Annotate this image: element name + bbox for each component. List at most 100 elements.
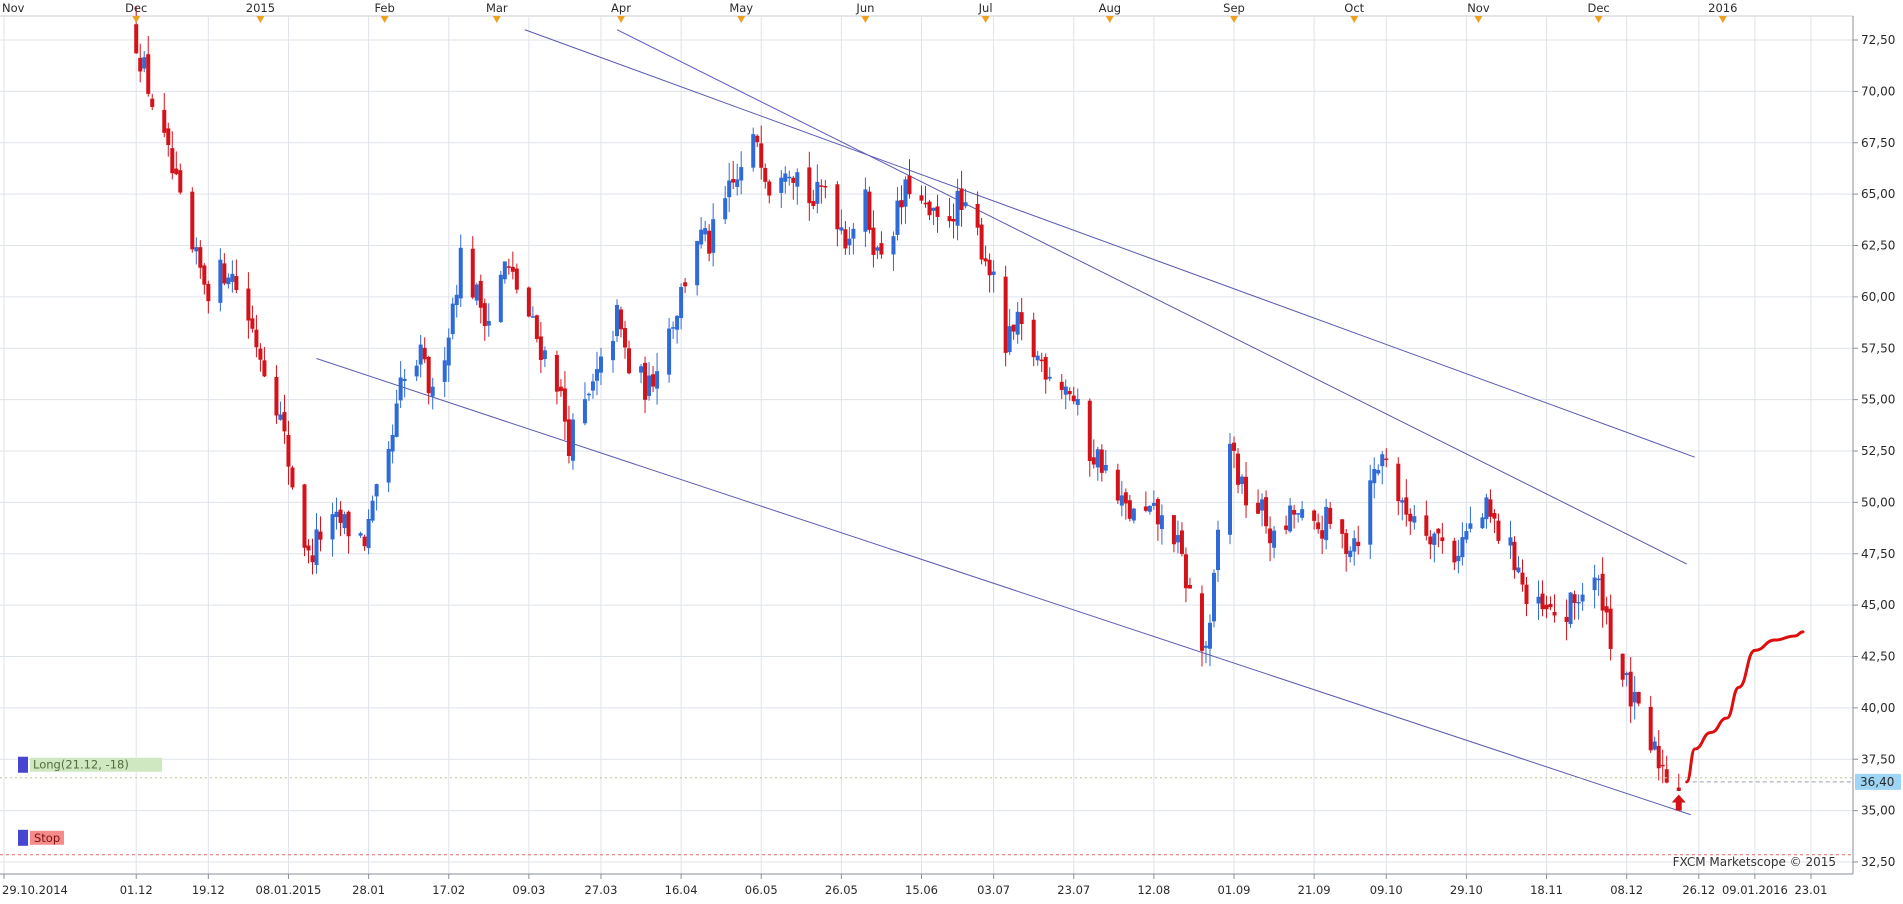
candle-body: [374, 484, 379, 497]
candle-body: [1264, 497, 1269, 527]
candle-body: [138, 57, 143, 72]
candle-body: [1127, 500, 1132, 519]
candle-body: [134, 24, 139, 54]
candle-body: [627, 348, 632, 374]
candle-body: [1548, 603, 1553, 608]
month-label: May: [729, 1, 753, 15]
x-tick-label: 01.12: [120, 883, 153, 897]
candle-body: [919, 195, 924, 201]
candle-body: [202, 265, 207, 285]
candle-body: [226, 277, 231, 285]
month-marker-triangle: [380, 16, 389, 23]
candle-body: [514, 268, 519, 290]
candle-body: [1099, 449, 1104, 473]
candle-body: [450, 303, 455, 335]
candle-body: [334, 511, 339, 518]
candle-body: [1468, 523, 1473, 529]
candle-body: [1596, 578, 1601, 581]
candle-body: [206, 283, 211, 302]
x-tick-label: 15.06: [905, 883, 938, 897]
candle-body: [562, 388, 567, 422]
candle-body: [1131, 508, 1136, 521]
candle-body: [703, 228, 708, 235]
candle-body: [907, 175, 912, 195]
x-tick-label: 29.10: [1450, 883, 1483, 897]
candle-body: [282, 412, 287, 432]
candle-body: [414, 365, 419, 377]
candle-body: [346, 511, 351, 537]
candle-body: [1324, 506, 1329, 541]
stop-marker-label-bg: [30, 830, 64, 845]
candle-body: [1340, 519, 1345, 534]
candle-body: [1115, 469, 1120, 501]
candle-body: [1568, 592, 1573, 625]
candle-body: [1508, 537, 1513, 546]
candle-body: [1676, 787, 1681, 791]
candle-body: [983, 258, 988, 262]
candle-body: [1199, 593, 1204, 651]
candle-body: [1296, 513, 1301, 515]
candle-body: [987, 259, 992, 276]
candle-body: [811, 201, 816, 207]
candle-body: [1520, 572, 1525, 585]
candle-body: [1151, 502, 1156, 506]
month-marker-triangle: [737, 16, 746, 23]
candle-body: [170, 148, 175, 174]
candle-body: [1043, 357, 1048, 380]
candle-body: [619, 309, 624, 330]
candle-body: [1288, 505, 1293, 532]
candle-body: [1240, 476, 1245, 485]
candle-body: [426, 356, 431, 394]
y-tick-label: 47,50: [1861, 547, 1895, 561]
candle-body: [1432, 533, 1437, 545]
x-tick-label: 19.12: [192, 883, 225, 897]
candle-body: [1292, 509, 1297, 515]
candle-body: [875, 247, 880, 251]
candle-body: [671, 327, 676, 329]
candle-body: [1636, 691, 1641, 704]
candle-body: [1183, 554, 1188, 589]
month-label: Jul: [978, 1, 993, 15]
candle-body: [959, 188, 964, 210]
candle-body: [366, 518, 371, 549]
month-label: Oct: [1344, 1, 1364, 15]
candle-body: [759, 143, 764, 168]
candle-body: [751, 134, 756, 168]
candle-body: [1207, 622, 1212, 649]
candle-body: [1031, 319, 1036, 358]
candle-body: [899, 200, 904, 208]
candle-body: [867, 191, 872, 230]
candle-body: [979, 224, 984, 260]
x-tick-label: 29.10.2014: [2, 883, 68, 897]
candle-body: [1488, 499, 1493, 517]
month-marker-triangle: [1474, 16, 1483, 23]
trendlines: [316, 29, 1695, 816]
candle-body: [791, 177, 796, 183]
x-tick-label: 27.03: [585, 883, 618, 897]
candle-body: [815, 181, 820, 204]
x-tick-label: 09.10: [1370, 883, 1403, 897]
candle-body: [302, 484, 307, 548]
candle-body: [1003, 276, 1008, 353]
candle-body: [1011, 324, 1016, 332]
x-tick-label: 08.01.2015: [256, 883, 322, 897]
candle-body: [534, 315, 539, 339]
candle-body: [1376, 469, 1381, 474]
candle-body: [254, 329, 259, 348]
candle-body: [723, 198, 728, 220]
candle-body: [590, 381, 595, 391]
candle-body: [402, 378, 407, 381]
x-tick-label: 21.09: [1298, 883, 1331, 897]
y-tick-label: 57,50: [1861, 341, 1895, 355]
candle-body: [963, 202, 968, 207]
long-marker-label-bg: [30, 757, 162, 772]
candle-body: [1592, 577, 1597, 591]
candle-body: [1460, 537, 1465, 558]
candle-body: [506, 266, 511, 268]
month-marker-triangle: [1594, 16, 1603, 23]
month-marker-triangle: [1718, 16, 1727, 23]
lower-channel-line: [316, 358, 1691, 816]
candlesticks: [134, 6, 1681, 792]
